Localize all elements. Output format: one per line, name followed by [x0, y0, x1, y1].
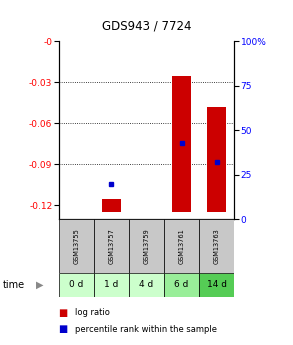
Text: time: time [3, 280, 25, 290]
Text: 14 d: 14 d [207, 280, 227, 289]
Bar [207, 107, 226, 212]
Bar [199, 273, 234, 297]
Text: ■: ■ [59, 325, 68, 334]
Bar [129, 219, 164, 273]
Bar [94, 219, 129, 273]
Bar [59, 273, 94, 297]
Text: GSM13755: GSM13755 [73, 228, 79, 264]
Text: GSM13761: GSM13761 [179, 228, 185, 264]
Bar [94, 273, 129, 297]
Bar [129, 273, 164, 297]
Text: 1 d: 1 d [104, 280, 119, 289]
Bar [172, 76, 191, 212]
Text: percentile rank within the sample: percentile rank within the sample [75, 325, 217, 334]
Bar [102, 199, 121, 212]
Text: GDS943 / 7724: GDS943 / 7724 [102, 20, 191, 33]
Bar [164, 273, 199, 297]
Text: 4 d: 4 d [139, 280, 154, 289]
Bar [199, 219, 234, 273]
Bar [59, 219, 94, 273]
Text: log ratio: log ratio [75, 308, 110, 317]
Text: ■: ■ [59, 308, 68, 318]
Text: 6 d: 6 d [174, 280, 189, 289]
Text: GSM13757: GSM13757 [108, 228, 114, 264]
Bar [164, 219, 199, 273]
Text: 0 d: 0 d [69, 280, 84, 289]
Text: ▶: ▶ [36, 280, 43, 290]
Text: GSM13759: GSM13759 [144, 228, 149, 264]
Text: GSM13763: GSM13763 [214, 228, 220, 264]
